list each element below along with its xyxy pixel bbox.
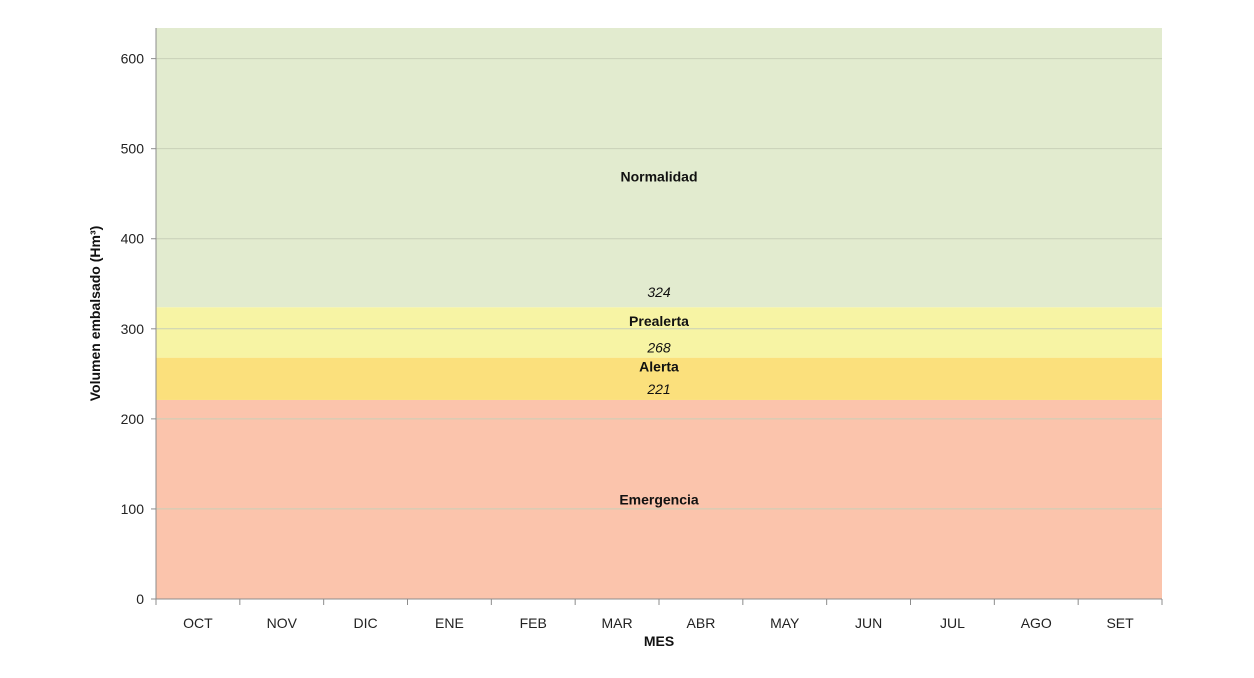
y-tick-label: 600 bbox=[121, 51, 145, 67]
zone-label-alerta: Alerta bbox=[639, 359, 679, 375]
x-tick-labels: OCT NOV DIC ENE FEB MAR ABR MAY JUN JUL AGO SET bbox=[183, 615, 1134, 631]
y-tick-labels: 0 100 200 300 400 500 600 bbox=[121, 51, 145, 607]
threshold-label-221: 221 bbox=[646, 381, 670, 397]
y-tick-label: 200 bbox=[121, 411, 145, 427]
x-tick-label: SET bbox=[1106, 615, 1134, 631]
threshold-label-324: 324 bbox=[647, 284, 671, 300]
threshold-label-268: 268 bbox=[646, 340, 671, 356]
x-tick-label: AGO bbox=[1021, 615, 1052, 631]
zone-labels: Emergencia Alerta Prealerta Normalidad bbox=[619, 169, 699, 508]
x-tick-label: FEB bbox=[520, 615, 547, 631]
x-tick-label: JUL bbox=[940, 615, 965, 631]
y-tick-label: 100 bbox=[121, 501, 145, 517]
zone-label-prealerta: Prealerta bbox=[629, 313, 689, 329]
zone-emergencia bbox=[156, 399, 1162, 599]
zone-normalidad bbox=[156, 28, 1162, 308]
y-tick-label: 500 bbox=[121, 141, 145, 157]
x-tick-label: MAR bbox=[602, 615, 633, 631]
gridlines bbox=[156, 58, 1162, 510]
y-tick-label: 400 bbox=[121, 231, 145, 247]
x-tick-label: OCT bbox=[183, 615, 213, 631]
x-axis-title: MES bbox=[644, 633, 674, 649]
threshold-zones bbox=[156, 28, 1162, 599]
x-tick-label: ENE bbox=[435, 615, 464, 631]
x-tick-label: MAY bbox=[770, 615, 800, 631]
zone-label-emergencia: Emergencia bbox=[619, 491, 699, 507]
y-tick-label: 300 bbox=[121, 321, 145, 337]
x-tick-label: JUN bbox=[855, 615, 882, 631]
x-tick-label: DIC bbox=[354, 615, 378, 631]
zone-prealerta bbox=[156, 307, 1162, 358]
y-tick-label: 0 bbox=[136, 591, 144, 607]
x-tick-label: ABR bbox=[687, 615, 716, 631]
threshold-labels: 324 268 221 bbox=[646, 284, 671, 397]
axes bbox=[151, 28, 1163, 605]
zone-label-normalidad: Normalidad bbox=[620, 169, 697, 185]
y-axis-title: Volumen embalsado (Hm³) bbox=[87, 226, 103, 402]
x-tick-label: NOV bbox=[267, 615, 298, 631]
zone-alerta bbox=[156, 357, 1162, 400]
